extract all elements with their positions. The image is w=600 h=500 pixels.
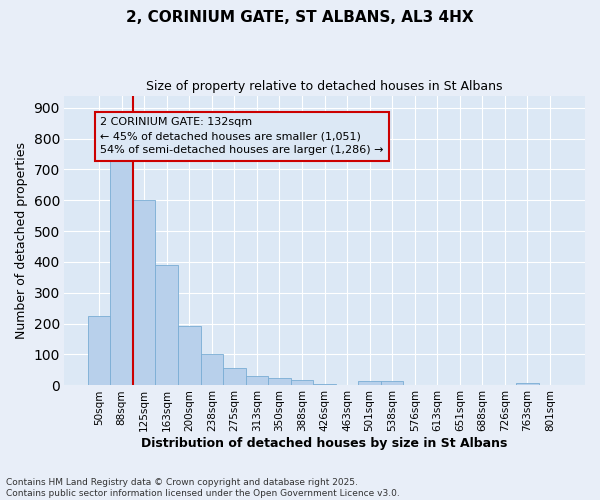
Bar [110,158,133,385]
Bar [155,265,178,385]
Y-axis label: Number of detached properties: Number of detached properties [15,142,28,339]
Title: Size of property relative to detached houses in St Albans: Size of property relative to detached ho… [146,80,503,93]
Bar [336,384,358,385]
Bar [403,384,426,385]
Bar [426,384,449,385]
Bar [133,200,155,385]
Bar [381,382,403,385]
Bar [268,378,291,385]
Bar [313,384,336,385]
Bar [291,380,313,385]
Bar [200,354,223,385]
Bar [358,382,381,385]
Bar [245,376,268,385]
Text: 2 CORINIUM GATE: 132sqm
← 45% of detached houses are smaller (1,051)
54% of semi: 2 CORINIUM GATE: 132sqm ← 45% of detache… [100,117,383,155]
X-axis label: Distribution of detached houses by size in St Albans: Distribution of detached houses by size … [142,437,508,450]
Text: Contains HM Land Registry data © Crown copyright and database right 2025.
Contai: Contains HM Land Registry data © Crown c… [6,478,400,498]
Bar [516,382,539,385]
Text: 2, CORINIUM GATE, ST ALBANS, AL3 4HX: 2, CORINIUM GATE, ST ALBANS, AL3 4HX [126,10,474,25]
Bar [178,326,200,385]
Bar [223,368,245,385]
Bar [88,316,110,385]
